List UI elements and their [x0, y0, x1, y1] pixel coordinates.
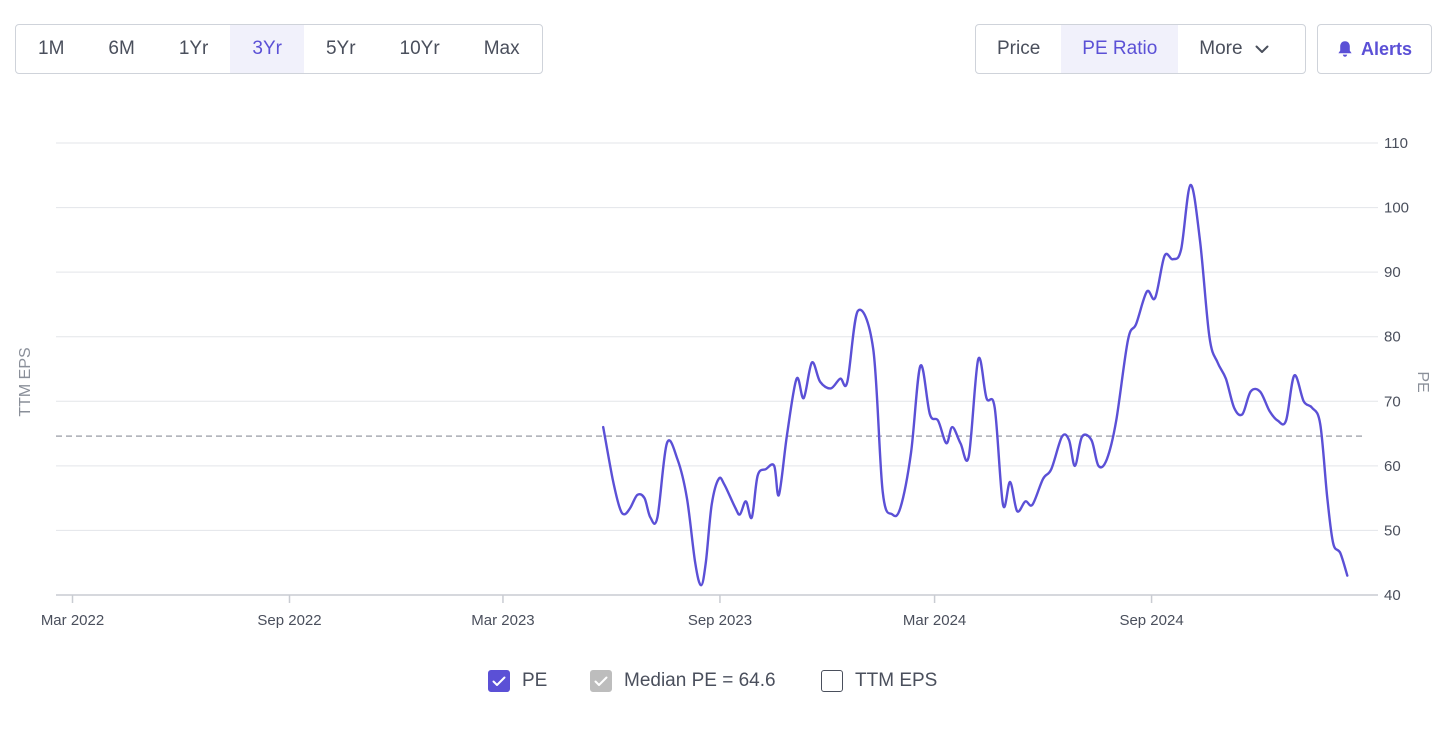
- legend-item-pe[interactable]: PE: [488, 670, 547, 692]
- range-tab-1m[interactable]: 1M: [16, 25, 86, 73]
- x-tick-labels: Mar 2022 Sep 2022 Mar 2023 Sep 2023 Mar 2024…: [41, 612, 1184, 629]
- range-tab-10yr[interactable]: 10Yr: [378, 25, 462, 73]
- x-tick-label: Mar 2024: [903, 612, 966, 629]
- pe-checkbox[interactable]: [488, 670, 510, 692]
- range-tab-label: 10Yr: [399, 38, 440, 59]
- range-selector: 1M 6M 1Yr 3Yr 5Yr 10Yr Max: [15, 24, 543, 74]
- pe-series-line: [602, 183, 1349, 587]
- x-tick-label: Sep 2022: [257, 612, 321, 629]
- alerts-button[interactable]: Alerts: [1317, 24, 1432, 74]
- range-tab-6m[interactable]: 6M: [86, 25, 156, 73]
- range-tab-label: 1M: [38, 38, 65, 59]
- legend-pe-label: PE: [522, 670, 548, 691]
- y-tick-label: 110: [1384, 135, 1408, 152]
- range-tab-label: 1Yr: [178, 38, 209, 59]
- y-tick-label: 100: [1384, 200, 1409, 217]
- range-tab-1yr[interactable]: 1Yr: [157, 25, 231, 73]
- range-tab-label: 3Yr: [252, 38, 282, 59]
- y-tick-label: 40: [1384, 587, 1401, 604]
- tab-price-label: Price: [997, 38, 1041, 59]
- range-tab-label: Max: [483, 38, 520, 59]
- y-tick-label: 90: [1384, 264, 1401, 281]
- metric-selector: Price PE Ratio More: [975, 24, 1306, 74]
- legend-ttm-eps-label: TTM EPS: [855, 670, 938, 691]
- range-tab-label: 5Yr: [325, 38, 356, 59]
- legend-item-median[interactable]: Median PE = 64.6: [590, 670, 776, 692]
- x-tick-label: Sep 2024: [1119, 612, 1183, 629]
- alerts-label: Alerts: [1360, 38, 1413, 59]
- chart-grid: [56, 142, 1378, 603]
- median-checkbox[interactable]: [590, 670, 612, 692]
- x-tick-label: Mar 2022: [41, 612, 104, 629]
- y-tick-label: 70: [1384, 393, 1401, 410]
- tab-pe-ratio-label: PE Ratio: [1082, 38, 1158, 59]
- bell-icon: [1338, 41, 1352, 57]
- y-tick-label: 80: [1384, 329, 1401, 346]
- more-label: More: [1199, 38, 1243, 59]
- chevron-down-icon: [1255, 45, 1269, 53]
- range-tab-3yr[interactable]: 3Yr: [230, 25, 304, 73]
- tab-pe-ratio[interactable]: PE Ratio: [1061, 25, 1179, 73]
- chart-legend: PE Median PE = 64.6 TTM EPS: [0, 670, 1456, 700]
- range-tab-5yr[interactable]: 5Yr: [304, 25, 378, 73]
- range-tab-label: 6M: [108, 38, 135, 59]
- y-tick-label: 60: [1384, 458, 1401, 475]
- x-tick-label: Mar 2023: [471, 612, 534, 629]
- tab-price[interactable]: Price: [976, 25, 1061, 73]
- y-axis-label-right: PE: [1414, 371, 1431, 392]
- ttm-eps-checkbox[interactable]: [821, 670, 843, 692]
- more-dropdown[interactable]: More: [1178, 25, 1290, 73]
- legend-item-ttm-eps[interactable]: TTM EPS: [821, 670, 937, 692]
- check-icon: [492, 676, 506, 686]
- y-tick-label: 50: [1384, 522, 1401, 539]
- legend-median-label: Median PE = 64.6: [624, 670, 776, 691]
- y-tick-labels: 40 50 60 70 80 90 100 110: [1384, 135, 1409, 604]
- check-icon: [594, 676, 608, 686]
- range-tab-max[interactable]: Max: [462, 25, 542, 73]
- y-axis-label-left: TTM EPS: [17, 347, 34, 416]
- x-tick-label: Sep 2023: [688, 612, 752, 629]
